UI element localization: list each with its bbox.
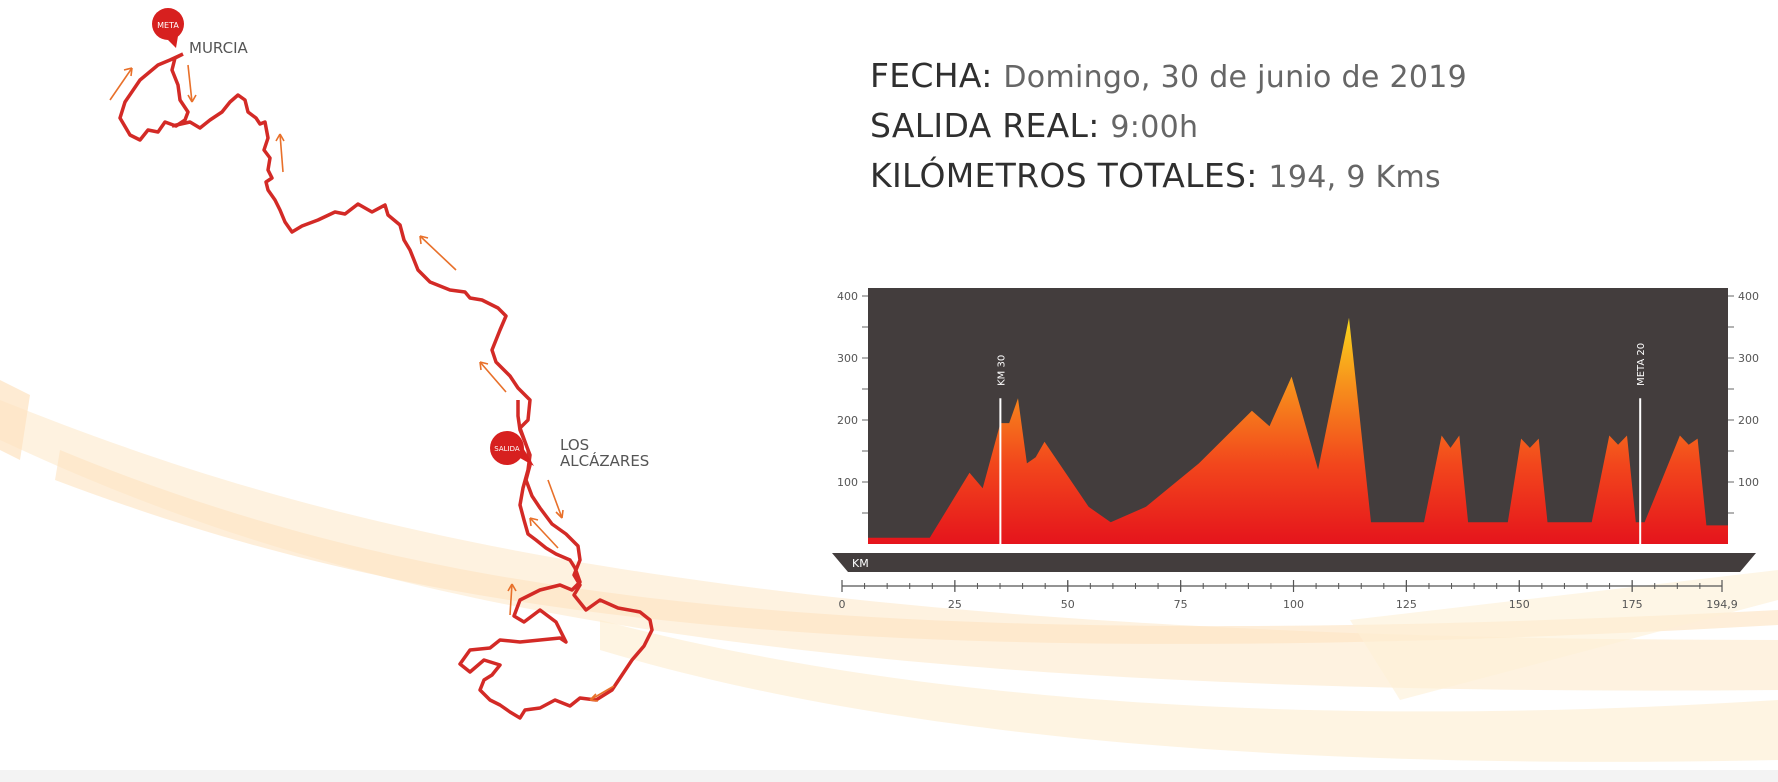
x-tick-label: 175 bbox=[1622, 598, 1643, 611]
distance-separator: : bbox=[1246, 156, 1258, 195]
x-axis: 0 25 50 75 100 125 150 175 194,9 bbox=[839, 580, 1738, 611]
start-city-label-line2: ALCÁZARES bbox=[560, 451, 649, 470]
route-line bbox=[118, 52, 190, 142]
start-time-value: 9:00h bbox=[1110, 110, 1199, 145]
date-value: Domingo, 30 de junio de 2019 bbox=[1003, 60, 1468, 95]
y-axis-right: 100 200 300 400 bbox=[1728, 290, 1759, 514]
route-map: META MURCIA SALIDA LOS ALCÁZARES bbox=[109, 8, 654, 720]
x-tick-label: 125 bbox=[1396, 598, 1417, 611]
date-line: FECHA: Domingo, 30 de junio de 2019 bbox=[870, 52, 1467, 102]
x-tick-label: 0 bbox=[839, 598, 846, 611]
distance-label: KILÓMETROS TOTALES bbox=[870, 156, 1247, 195]
y-tick-label-left: 400 bbox=[837, 290, 858, 303]
x-tick-label: 194,9 bbox=[1706, 598, 1738, 611]
distance-line: KILÓMETROS TOTALES: 194, 9 Kms bbox=[870, 152, 1467, 202]
x-tick-label: 50 bbox=[1061, 598, 1075, 611]
start-time-line: SALIDA REAL: 9:00h bbox=[870, 102, 1467, 152]
x-tick-label: 25 bbox=[948, 598, 962, 611]
finish-city-label: MURCIA bbox=[189, 39, 248, 57]
route-line-main bbox=[171, 93, 654, 720]
annotation-label: KM 30 bbox=[996, 355, 1007, 386]
race-info: FECHA: Domingo, 30 de junio de 2019 SALI… bbox=[870, 52, 1467, 202]
elevation-profile-chart: 100 200 300 400 100 200 300 400 KM 30 META 20 K… bbox=[832, 288, 1759, 611]
x-tick-label: 100 bbox=[1283, 598, 1304, 611]
chart-annotations: KM 30 META 20 bbox=[996, 343, 1647, 544]
y-tick-label-right: 300 bbox=[1738, 352, 1759, 365]
start-badge-text: SALIDA bbox=[494, 445, 520, 453]
elevation-area bbox=[868, 317, 1728, 544]
y-tick-label-right: 100 bbox=[1738, 476, 1759, 489]
km-band bbox=[832, 553, 1756, 572]
start-marker: SALIDA bbox=[490, 431, 534, 466]
y-axis-left: 100 200 300 400 bbox=[837, 290, 868, 514]
start-city-label-line1: LOS bbox=[560, 436, 589, 454]
x-tick-label: 150 bbox=[1509, 598, 1530, 611]
y-tick-label-right: 400 bbox=[1738, 290, 1759, 303]
start-time-separator: : bbox=[1088, 106, 1100, 145]
x-tick-label: 75 bbox=[1174, 598, 1188, 611]
y-tick-label-left: 300 bbox=[837, 352, 858, 365]
annotation-label: META 20 bbox=[1636, 343, 1647, 386]
start-time-label: SALIDA REAL bbox=[870, 106, 1089, 145]
route-arrows bbox=[109, 64, 615, 702]
y-tick-label-left: 200 bbox=[837, 414, 858, 427]
date-separator: : bbox=[981, 56, 993, 95]
date-label: FECHA bbox=[870, 56, 982, 95]
finish-marker: META bbox=[152, 8, 184, 48]
y-tick-label-left: 100 bbox=[837, 476, 858, 489]
x-axis-title: KM bbox=[852, 557, 869, 570]
y-tick-label-right: 200 bbox=[1738, 414, 1759, 427]
finish-badge-text: META bbox=[157, 21, 179, 30]
distance-value: 194, 9 Kms bbox=[1268, 160, 1441, 195]
